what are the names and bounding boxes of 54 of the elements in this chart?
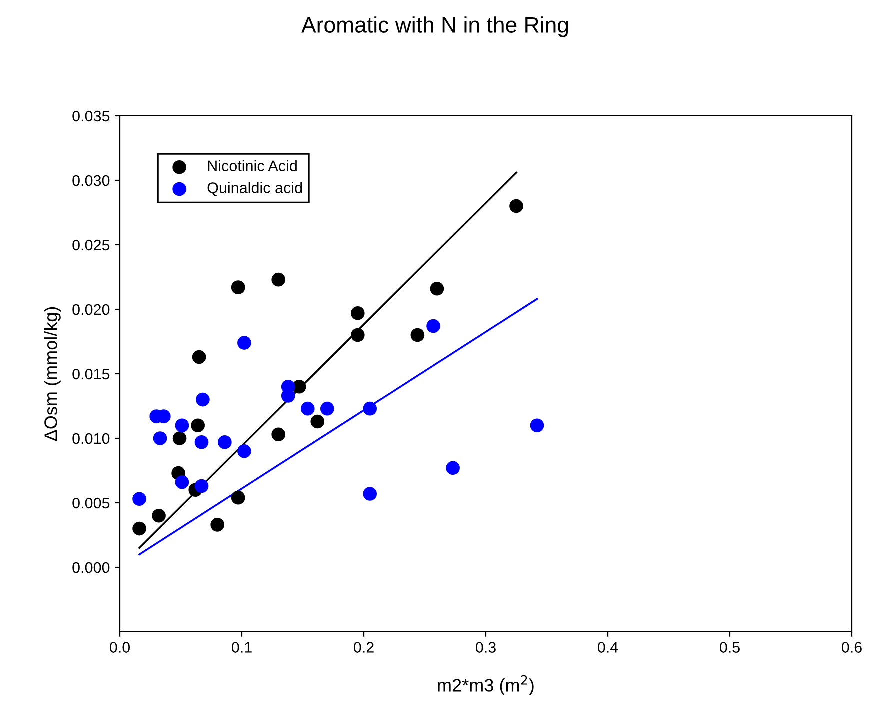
point	[410, 328, 425, 342]
point	[310, 414, 325, 429]
point	[153, 432, 168, 446]
point	[363, 402, 378, 416]
point	[175, 418, 190, 433]
point	[272, 428, 286, 442]
chart-title: Aromatic with N in the Ring	[302, 16, 568, 38]
legend-label: Nicotinic Acid	[208, 160, 297, 172]
y-tick-label: 0.010	[72, 433, 110, 444]
y-axis-title: ΔOsm (mmol/kg)	[44, 307, 61, 442]
point	[510, 199, 524, 214]
point	[231, 490, 246, 505]
point	[446, 461, 460, 476]
point	[363, 487, 378, 501]
y-tick-label: 0.015	[72, 368, 110, 380]
y-tick-label: 0.030	[72, 175, 110, 186]
point	[430, 282, 444, 296]
point	[172, 432, 187, 446]
y-tick-label: 0.035	[72, 110, 110, 122]
point	[238, 336, 252, 350]
y-tick-label: 0.025	[72, 240, 110, 251]
x-tick-label: 0.0	[110, 642, 130, 653]
point	[194, 435, 209, 450]
point	[210, 518, 225, 532]
x-tick-label: 0.4	[598, 642, 618, 653]
point	[191, 418, 205, 433]
point	[231, 280, 246, 294]
x-tick-label: 0.5	[720, 642, 740, 653]
x-tick-label: 0.2	[354, 642, 374, 653]
point	[530, 418, 544, 433]
y-tick-label: 0.020	[72, 304, 110, 316]
point	[175, 475, 190, 490]
point	[350, 306, 365, 320]
x-tick-label: 0.6	[842, 642, 862, 653]
y-tick-label: 0.005	[72, 498, 110, 509]
point	[132, 492, 146, 506]
point	[196, 392, 210, 407]
point	[152, 508, 166, 523]
point	[132, 522, 146, 536]
point	[272, 272, 286, 287]
x-tick-label: 0.1	[232, 642, 252, 653]
legend-label: Quinaldic acid	[208, 182, 302, 196]
y-tick-label: 0.000	[72, 562, 110, 574]
point	[218, 435, 232, 450]
point	[292, 380, 306, 394]
point	[300, 402, 315, 416]
point	[350, 328, 365, 342]
x-tick-label: 0.3	[476, 642, 496, 653]
point	[194, 479, 209, 494]
point	[320, 402, 334, 416]
point	[192, 350, 206, 364]
point	[426, 319, 440, 334]
x-axis-title: m2*m3 (m$^{2}$)	[438, 675, 534, 696]
point	[238, 444, 252, 458]
